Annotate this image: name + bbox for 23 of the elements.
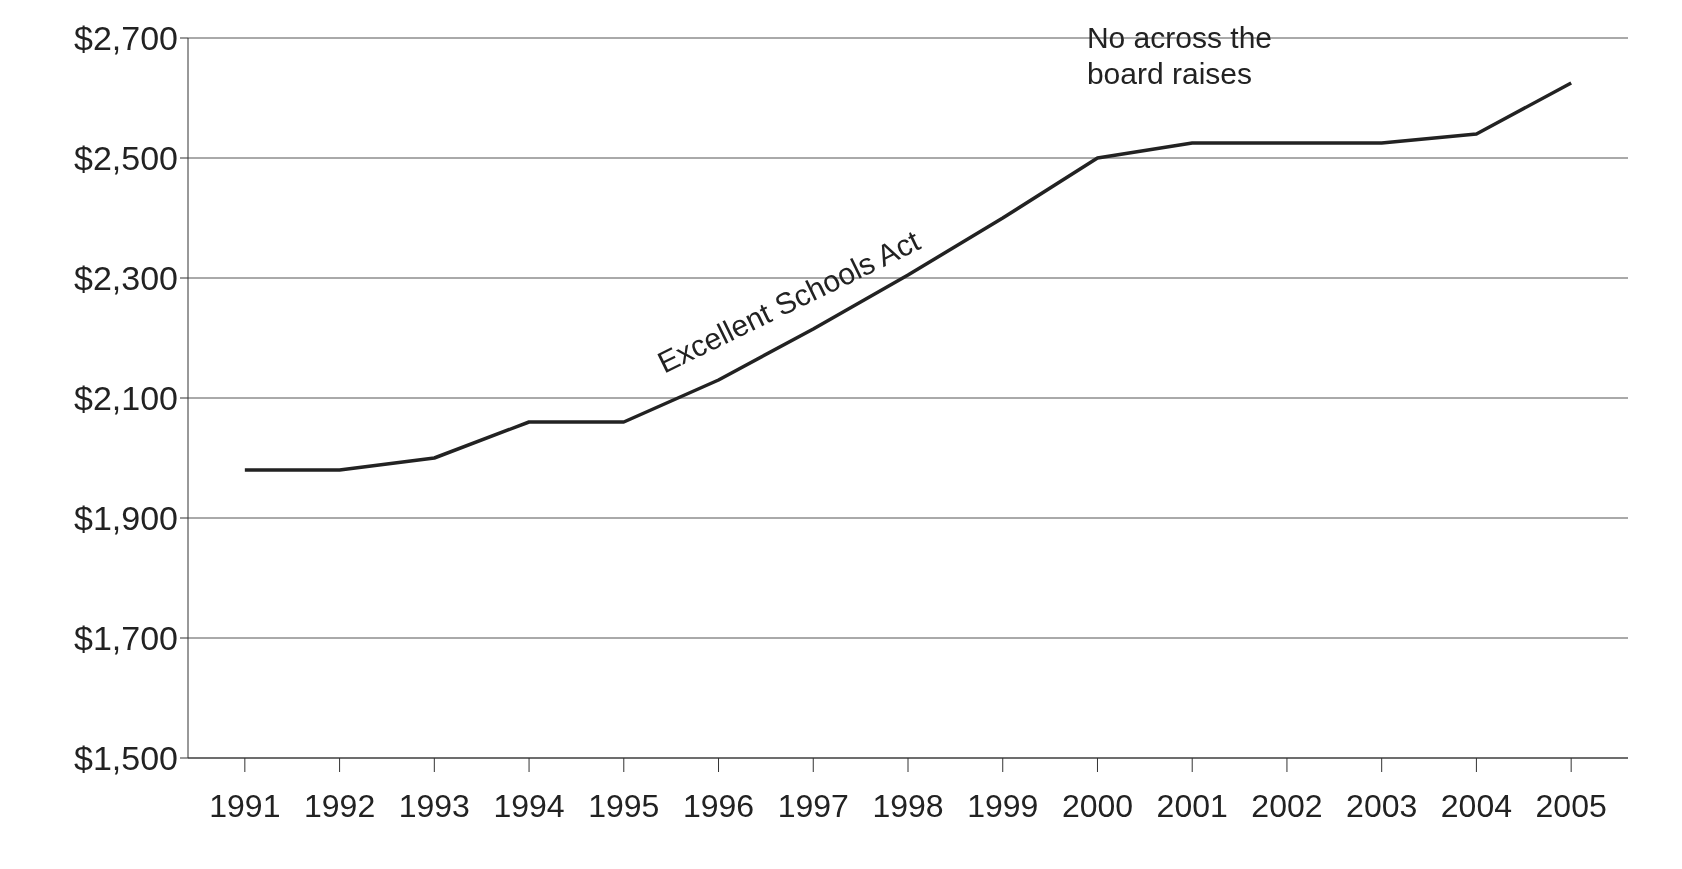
x-tick-label: 2003 (1346, 787, 1418, 824)
y-tick-label: $2,100 (74, 379, 178, 418)
x-tick-label: 2000 (1061, 787, 1134, 824)
x-tick-label: 2001 (1156, 787, 1228, 824)
x-tick-label: 2002 (1251, 787, 1323, 824)
x-tick-label: 1991 (209, 787, 281, 824)
x-tick-label: 1994 (493, 787, 565, 824)
y-tick-label: $2,500 (74, 139, 178, 178)
x-tick-label: 2004 (1440, 787, 1513, 824)
y-tick-label: $1,700 (74, 619, 178, 658)
annotation: No across the board raises (1086, 21, 1273, 90)
x-tick-label: 1997 (777, 787, 849, 824)
y-tick-label: $1,900 (74, 499, 178, 538)
x-tick-label: 1998 (872, 787, 944, 824)
y-tick-label: $1,500 (74, 739, 178, 778)
x-tick-label: 1993 (398, 787, 470, 824)
x-tick-label: 2005 (1535, 787, 1607, 824)
x-tick-label: 1996 (682, 787, 755, 824)
x-tick-label: 1992 (303, 787, 376, 824)
x-tick-label: 1995 (588, 787, 660, 824)
y-tick-label: $2,300 (74, 259, 178, 298)
y-tick-label: $2,700 (74, 19, 178, 58)
x-tick-label: 1999 (967, 787, 1039, 824)
